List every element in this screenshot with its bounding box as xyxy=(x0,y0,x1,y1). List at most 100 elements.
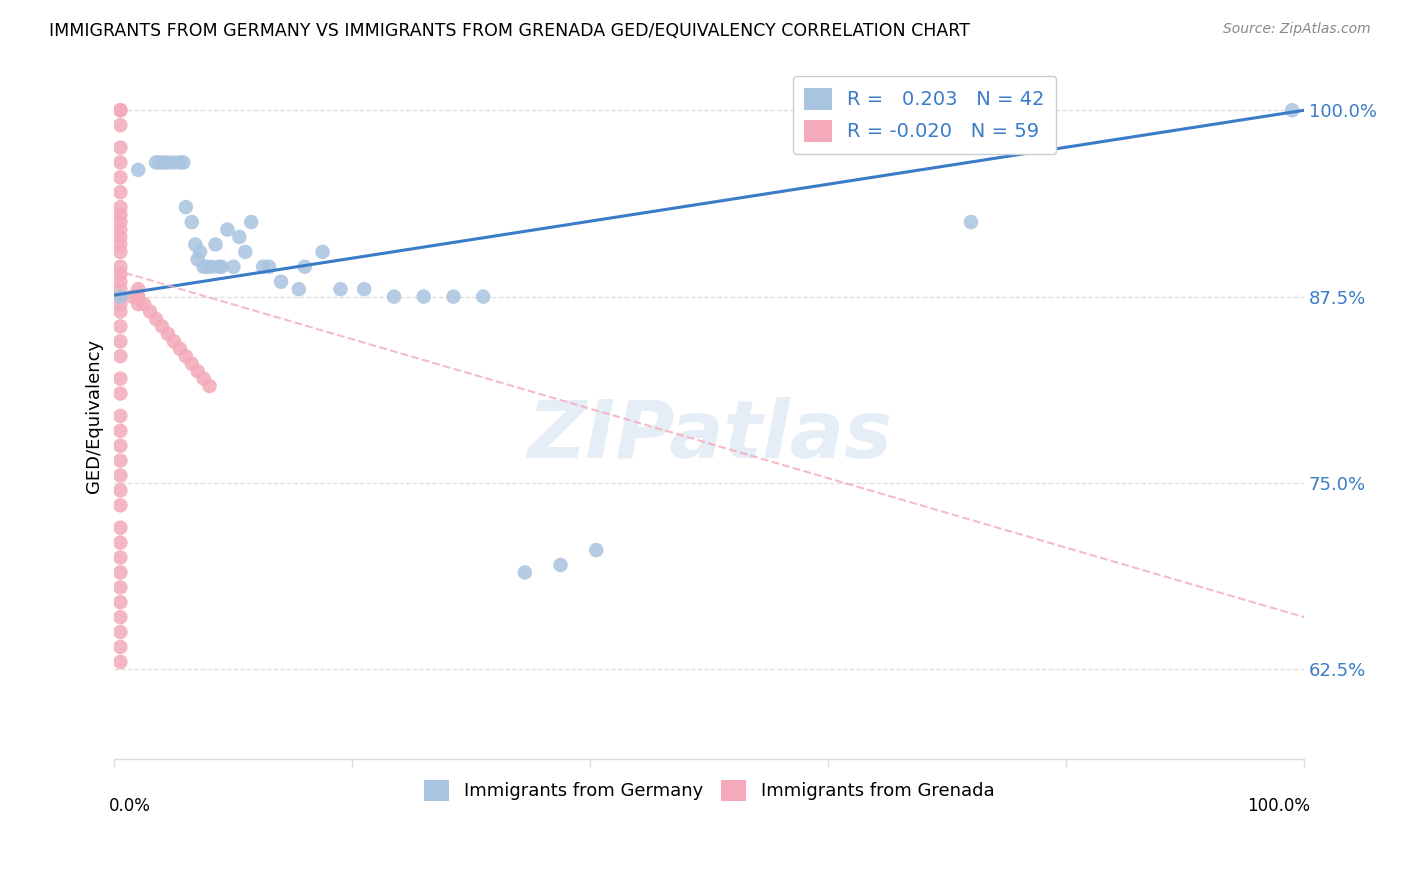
Point xyxy=(960,215,983,229)
Point xyxy=(156,326,179,341)
Point xyxy=(163,155,186,169)
Point xyxy=(585,543,607,558)
Point xyxy=(110,230,132,244)
Point xyxy=(110,297,132,311)
Point xyxy=(110,349,132,363)
Point xyxy=(382,290,405,304)
Point xyxy=(257,260,280,274)
Point xyxy=(127,290,149,304)
Point xyxy=(195,260,218,274)
Point xyxy=(121,290,143,304)
Point xyxy=(145,312,167,326)
Point xyxy=(110,610,132,624)
Point xyxy=(150,319,173,334)
Point xyxy=(311,244,333,259)
Point xyxy=(134,297,156,311)
Point xyxy=(174,349,197,363)
Point xyxy=(193,371,215,385)
Point xyxy=(187,364,209,378)
Point xyxy=(110,595,132,609)
Point xyxy=(233,244,256,259)
Point xyxy=(180,357,202,371)
Point xyxy=(513,566,536,580)
Point xyxy=(288,282,311,296)
Point xyxy=(145,155,167,169)
Point xyxy=(139,304,162,318)
Point xyxy=(110,222,132,236)
Point xyxy=(180,215,202,229)
Y-axis label: GED/Equivalency: GED/Equivalency xyxy=(86,339,103,493)
Point xyxy=(110,550,132,565)
Point xyxy=(174,200,197,214)
Point xyxy=(187,252,209,267)
Point xyxy=(228,230,250,244)
Point xyxy=(110,215,132,229)
Point xyxy=(110,103,132,118)
Point xyxy=(110,290,132,304)
Point xyxy=(110,371,132,385)
Legend: Immigrants from Germany, Immigrants from Grenada: Immigrants from Germany, Immigrants from… xyxy=(416,772,1001,808)
Point xyxy=(353,282,375,296)
Point xyxy=(270,275,292,289)
Point xyxy=(110,468,132,483)
Point xyxy=(110,200,132,214)
Point xyxy=(110,155,132,169)
Point xyxy=(110,453,132,467)
Point xyxy=(149,155,172,169)
Point xyxy=(110,424,132,438)
Point xyxy=(156,155,179,169)
Point xyxy=(110,483,132,498)
Point xyxy=(201,260,224,274)
Point xyxy=(110,580,132,594)
Point xyxy=(1281,103,1303,118)
Point xyxy=(110,409,132,423)
Point xyxy=(110,282,132,296)
Point xyxy=(110,103,132,118)
Point xyxy=(188,244,211,259)
Point xyxy=(208,260,231,274)
Point xyxy=(294,260,316,274)
Point xyxy=(110,566,132,580)
Point xyxy=(412,290,434,304)
Point xyxy=(110,260,132,274)
Point xyxy=(110,290,132,304)
Point xyxy=(172,155,194,169)
Point xyxy=(110,521,132,535)
Point xyxy=(110,237,132,252)
Point xyxy=(184,237,207,252)
Point xyxy=(110,334,132,349)
Point xyxy=(110,535,132,549)
Point xyxy=(110,118,132,132)
Point xyxy=(329,282,352,296)
Point xyxy=(169,155,191,169)
Point xyxy=(110,386,132,401)
Text: 0.0%: 0.0% xyxy=(108,797,150,814)
Point xyxy=(193,260,215,274)
Point xyxy=(110,244,132,259)
Point xyxy=(472,290,495,304)
Point xyxy=(240,215,263,229)
Point xyxy=(198,379,221,393)
Point xyxy=(217,222,239,236)
Point xyxy=(110,625,132,640)
Text: Source: ZipAtlas.com: Source: ZipAtlas.com xyxy=(1223,22,1371,37)
Text: ZIPatlas: ZIPatlas xyxy=(527,398,891,475)
Point xyxy=(110,186,132,200)
Point xyxy=(163,334,186,349)
Point xyxy=(110,499,132,513)
Point xyxy=(110,275,132,289)
Point xyxy=(169,342,191,356)
Point xyxy=(127,162,149,177)
Point xyxy=(110,170,132,185)
Point xyxy=(153,155,176,169)
Text: 100.0%: 100.0% xyxy=(1247,797,1310,814)
Point xyxy=(204,237,226,252)
Point xyxy=(222,260,245,274)
Point xyxy=(550,558,572,572)
Point xyxy=(252,260,274,274)
Point xyxy=(211,260,233,274)
Point xyxy=(443,290,465,304)
Point xyxy=(127,282,149,296)
Point xyxy=(110,655,132,669)
Text: IMMIGRANTS FROM GERMANY VS IMMIGRANTS FROM GRENADA GED/EQUIVALENCY CORRELATION C: IMMIGRANTS FROM GERMANY VS IMMIGRANTS FR… xyxy=(49,22,970,40)
